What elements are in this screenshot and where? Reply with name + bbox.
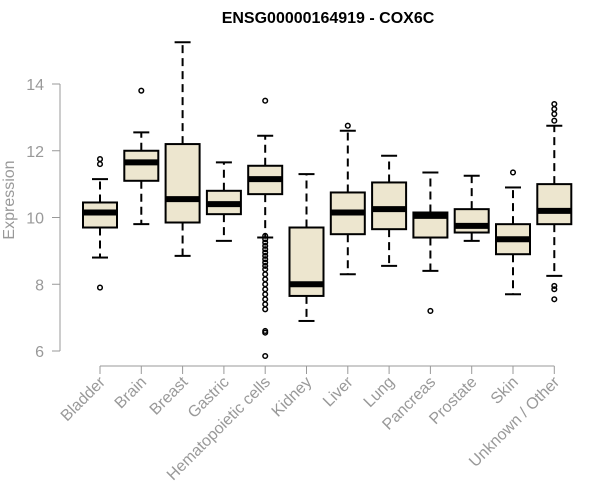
box-liver bbox=[329, 122, 366, 276]
x-tick-label: Brain bbox=[112, 374, 150, 412]
outlier-point bbox=[262, 291, 269, 298]
box-unknown-other bbox=[536, 100, 573, 303]
box-bladder bbox=[82, 156, 118, 291]
box-lung bbox=[371, 154, 408, 267]
outlier-point bbox=[551, 282, 558, 289]
outlier-point bbox=[96, 156, 104, 163]
outlier-point bbox=[262, 249, 269, 256]
outlier-point bbox=[262, 296, 269, 303]
outlier-point bbox=[427, 307, 434, 315]
y-tick-label: 10 bbox=[26, 211, 44, 228]
box-skin bbox=[495, 169, 531, 296]
iqr-box bbox=[123, 149, 160, 182]
outlier-point bbox=[262, 281, 269, 288]
outlier-point bbox=[262, 271, 269, 278]
box-brain bbox=[123, 87, 160, 226]
box-breast bbox=[164, 41, 201, 257]
y-tick-label: 14 bbox=[26, 77, 44, 94]
outlier-point bbox=[262, 242, 269, 249]
iqr-box bbox=[453, 208, 490, 234]
outlier-point bbox=[262, 232, 269, 239]
outlier-point bbox=[262, 352, 269, 360]
outlier-point bbox=[262, 259, 269, 266]
outlier-point bbox=[262, 236, 269, 243]
x-tick-label: Skin bbox=[488, 374, 522, 408]
outlier-point bbox=[96, 284, 104, 291]
outlier-point bbox=[262, 301, 269, 308]
chart-title: ENSG00000164919 - COX6C bbox=[222, 10, 435, 27]
box-kidney bbox=[288, 173, 325, 322]
outlier-point bbox=[262, 262, 269, 269]
outlier-point bbox=[509, 169, 517, 176]
iqr-box bbox=[164, 143, 201, 224]
y-tick-label: 6 bbox=[35, 344, 44, 361]
box-gastric bbox=[205, 161, 242, 242]
outlier-point bbox=[551, 117, 558, 124]
x-tick-label: Bladder bbox=[58, 373, 109, 424]
outlier-point bbox=[262, 239, 269, 246]
box-hematopoietic-cells bbox=[247, 97, 284, 360]
outlier-point bbox=[551, 286, 558, 293]
x-tick-label: Breast bbox=[147, 373, 192, 418]
outlier-point bbox=[262, 329, 269, 336]
outlier-point bbox=[96, 161, 104, 168]
y-axis: 6 8 10 12 14 bbox=[26, 77, 61, 361]
outlier-point bbox=[262, 246, 269, 253]
y-tick-label: 8 bbox=[35, 277, 44, 294]
outlier-point bbox=[551, 100, 558, 108]
x-tick-label: Liver bbox=[320, 373, 357, 410]
outlier-point bbox=[262, 97, 269, 104]
y-axis-label: Expression bbox=[1, 160, 18, 239]
iqr-box bbox=[371, 181, 408, 231]
outlier-point bbox=[262, 276, 269, 283]
outlier-point bbox=[138, 87, 145, 94]
box-prostate bbox=[453, 174, 490, 242]
outlier-point bbox=[262, 286, 269, 293]
box-pancreas bbox=[412, 171, 449, 315]
outlier-point bbox=[262, 306, 269, 313]
outlier-point bbox=[262, 256, 269, 263]
boxes-group bbox=[82, 41, 573, 360]
outlier-point bbox=[262, 266, 269, 273]
outlier-point bbox=[262, 252, 269, 259]
outlier-point bbox=[551, 110, 558, 118]
y-tick-label: 12 bbox=[26, 144, 44, 161]
outlier-point bbox=[551, 105, 558, 113]
x-tick-label: Kidney bbox=[269, 374, 316, 421]
x-tick-label: Lung bbox=[361, 374, 398, 411]
outlier-point bbox=[344, 122, 351, 129]
outlier-point bbox=[551, 296, 558, 303]
iqr-box bbox=[536, 183, 573, 226]
